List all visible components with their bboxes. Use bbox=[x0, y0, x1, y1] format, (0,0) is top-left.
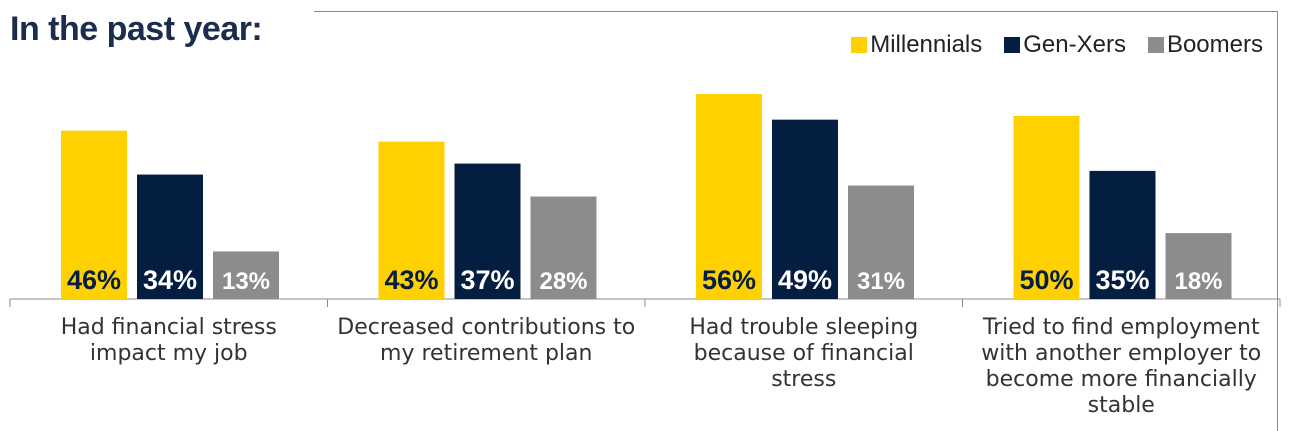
category-label-line: Tried to find employment bbox=[982, 315, 1260, 340]
category-label-2: Decreased contributions to my retirement … bbox=[337, 315, 635, 366]
data-label-gen-xers-2: 37% bbox=[460, 265, 514, 295]
category-label-line: stress bbox=[771, 367, 836, 392]
category-label-3: Had trouble sleeping because of financial… bbox=[689, 315, 918, 392]
category-label-4: Tried to find employment with another emp… bbox=[981, 315, 1261, 418]
legend-item-millennials: Millennials bbox=[851, 31, 982, 59]
data-label-gen-xers-3: 49% bbox=[778, 265, 832, 295]
data-label-boomers-2: 28% bbox=[539, 268, 587, 295]
data-label-millennials-1: 46% bbox=[67, 265, 121, 295]
frame-top-border bbox=[314, 11, 1278, 12]
data-label-gen-xers-4: 35% bbox=[1095, 265, 1149, 295]
legend-item-gen-xers: Gen-Xers bbox=[1004, 31, 1126, 59]
category-label-line: Had financial stress bbox=[61, 315, 277, 340]
legend-label-boomers: Boomers bbox=[1166, 31, 1263, 58]
category-label-line: Decreased contributions to bbox=[337, 315, 635, 340]
data-label-millennials-4: 50% bbox=[1019, 265, 1073, 295]
category-label-line: because of financial bbox=[694, 341, 914, 366]
category-label-line: my retirement plan bbox=[380, 341, 592, 366]
data-label-boomers-1: 13% bbox=[222, 268, 270, 295]
category-label-line: with another employer to bbox=[981, 341, 1261, 366]
bar-gen-xers-4 bbox=[1089, 170, 1156, 299]
data-label-boomers-3: 31% bbox=[857, 268, 905, 295]
data-label-millennials-3: 56% bbox=[702, 265, 756, 295]
legend-item-boomers: Boomers bbox=[1147, 31, 1263, 59]
legend: Millennials Gen-Xers Boomers bbox=[851, 31, 1263, 59]
category-label-line: impact my job bbox=[90, 341, 248, 366]
data-label-millennials-2: 43% bbox=[384, 265, 438, 295]
bar-gen-xers-2 bbox=[454, 163, 521, 299]
category-label-line: Had trouble sleeping bbox=[689, 315, 918, 340]
bar-boomers-2 bbox=[530, 196, 597, 299]
legend-swatch-gen-xers bbox=[1004, 37, 1021, 53]
bar-millennials-3 bbox=[696, 94, 762, 299]
data-label-gen-xers-1: 34% bbox=[143, 265, 197, 295]
bar-boomers-3 bbox=[848, 185, 914, 299]
category-label-line: become more financially bbox=[986, 367, 1257, 392]
legend-swatch-millennials bbox=[851, 37, 868, 53]
frame-right-border bbox=[1277, 11, 1278, 431]
legend-swatch-boomers bbox=[1147, 37, 1164, 53]
bar-millennials-2 bbox=[378, 141, 445, 299]
legend-label-millennials: Millennials bbox=[870, 31, 983, 58]
bar-gen-xers-1 bbox=[137, 174, 203, 299]
bar-millennials-1 bbox=[61, 130, 127, 299]
bar-boomers-4 bbox=[1165, 233, 1232, 299]
chart-title: In the past year: bbox=[10, 10, 263, 48]
category-label-1: Had financial stress impact my job bbox=[61, 315, 277, 366]
bar-millennials-4 bbox=[1013, 116, 1080, 299]
bar-gen-xers-3 bbox=[772, 119, 838, 299]
legend-label-gen-xers: Gen-Xers bbox=[1023, 31, 1126, 58]
category-label-line: stable bbox=[1088, 393, 1155, 418]
bar-boomers-1 bbox=[213, 251, 279, 299]
data-label-boomers-4: 18% bbox=[1174, 268, 1222, 295]
